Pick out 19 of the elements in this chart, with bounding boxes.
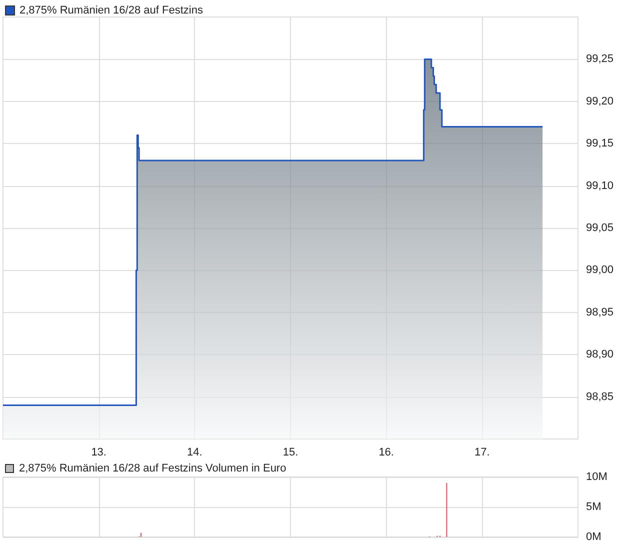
x-tick-label: 13. [91,446,106,458]
text: 2,875% Rumänien 16/28 auf Festzins Volumen in Euro [19,462,286,474]
y-tick-label: 99,00 [586,264,614,276]
y-tick-label: 5M [586,501,602,513]
legend-label: 2,875% Rumänien 16/28 auf Festzins [20,4,204,16]
y-tick-label: 10M [586,471,608,483]
y-tick-label: 99,25 [586,53,614,66]
y-tick-label: 99,05 [586,222,614,234]
y-tick-label: 99,20 [586,95,614,108]
x-tick-label: 16. [378,446,394,458]
x-tick-label: 17. [474,446,490,458]
y-tick-label: 98,95 [586,306,614,318]
y-tick-label: 99,15 [586,138,614,150]
x-tick-label: 14. [187,446,202,458]
y-tick-label: 0M [586,531,602,543]
y-tick-label: 98,85 [586,390,614,403]
y-tick-label: 98,90 [586,348,614,361]
x-tick-label: 15. [282,446,298,458]
y-tick-label: 99,10 [586,180,614,192]
